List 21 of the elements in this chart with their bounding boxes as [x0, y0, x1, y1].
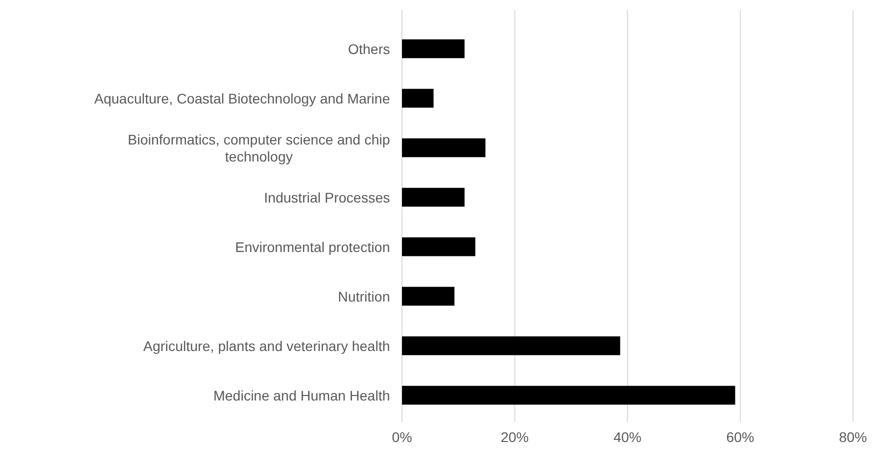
bar: [402, 386, 736, 405]
x-tick-label: 80%: [838, 428, 868, 445]
bar: [402, 237, 476, 256]
x-tick-label: 60%: [726, 428, 754, 445]
y-tick-label: Environmental protection: [235, 238, 390, 255]
bar: [402, 39, 465, 58]
y-tick-label: Bioinformatics, computer science and chip technology: [128, 131, 390, 164]
bar: [402, 138, 486, 158]
y-tick-label: Others: [348, 40, 390, 57]
y-tick-label: Industrial Processes: [264, 189, 390, 206]
bar: [402, 188, 465, 207]
x-tick-label: 40%: [613, 428, 642, 445]
bar: [402, 88, 434, 108]
y-tick-label: Aquaculture, Coastal Biotechnology and Marine: [94, 90, 390, 106]
x-tick-label: 0%: [392, 428, 412, 445]
y-tick-label: Medicine and Human Health: [213, 387, 390, 404]
y-tick-label: Agriculture, plants and veterinary health: [143, 338, 390, 354]
x-tick-label: 20%: [500, 428, 529, 445]
bar: [402, 336, 620, 356]
y-tick-label: Nutrition: [338, 288, 390, 304]
bar: [402, 286, 454, 306]
